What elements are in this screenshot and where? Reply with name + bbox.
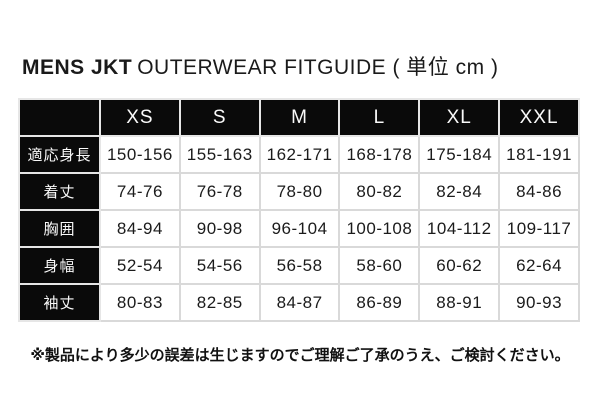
value-cell: 84-94 (99, 209, 181, 248)
value-cell: 162-171 (258, 135, 341, 174)
value-cell: 74-76 (99, 172, 181, 211)
value-cell: 155-163 (178, 135, 261, 174)
value-cell: 96-104 (258, 209, 341, 248)
column-header-s: S (178, 98, 261, 137)
value-cell: 62-64 (498, 246, 580, 285)
value-cell: 181-191 (498, 135, 580, 174)
value-cell: 82-84 (418, 172, 501, 211)
table-row: 身幅 52-54 54-56 56-58 58-60 60-62 62-64 (18, 246, 580, 285)
column-header-m: M (258, 98, 341, 137)
value-cell: 80-82 (338, 172, 421, 211)
value-cell: 78-80 (258, 172, 341, 211)
row-label: 着丈 (18, 172, 101, 211)
title-brand: MENS JKT (22, 56, 133, 79)
table-row: 着丈 74-76 76-78 78-80 80-82 82-84 84-86 (18, 172, 580, 211)
row-label: 適応身長 (18, 135, 101, 174)
row-label: 胸囲 (18, 209, 101, 248)
value-cell: 54-56 (178, 246, 261, 285)
value-cell: 82-85 (178, 283, 261, 322)
column-header-l: L (338, 98, 421, 137)
value-cell: 86-89 (338, 283, 421, 322)
header-row: XS S M L XL XXL (18, 98, 580, 137)
value-cell: 88-91 (418, 283, 501, 322)
value-cell: 175-184 (418, 135, 501, 174)
page-title: MENS JKT OUTERWEAR FITGUIDE ( 単位 cm ) (22, 55, 498, 81)
title-subtitle: OUTERWEAR FITGUIDE ( 単位 cm ) (137, 56, 499, 79)
row-label: 身幅 (18, 246, 101, 285)
value-cell: 168-178 (338, 135, 421, 174)
table-row: 適応身長 150-156 155-163 162-171 168-178 175-184 1… (18, 135, 580, 174)
corner-cell (18, 98, 101, 137)
table-body: 適応身長 150-156 155-163 162-171 168-178 175-184 1… (18, 135, 580, 322)
column-header-xl: XL (418, 98, 501, 137)
value-cell: 104-112 (418, 209, 501, 248)
value-cell: 52-54 (99, 246, 181, 285)
column-header-xxl: XXL (498, 98, 580, 137)
column-header-xs: XS (99, 98, 181, 137)
disclaimer-note: ※製品により多少の誤差は生じますのでご理解ご了承のうえ、ご検討ください。 (30, 347, 570, 364)
table-row: 胸囲 84-94 90-98 96-104 100-108 104-112 109-117 (18, 209, 580, 248)
row-label: 袖丈 (18, 283, 101, 322)
value-cell: 90-98 (178, 209, 261, 248)
value-cell: 80-83 (99, 283, 181, 322)
value-cell: 84-86 (498, 172, 580, 211)
value-cell: 150-156 (99, 135, 181, 174)
value-cell: 56-58 (258, 246, 341, 285)
value-cell: 100-108 (338, 209, 421, 248)
value-cell: 84-87 (258, 283, 341, 322)
value-cell: 109-117 (498, 209, 580, 248)
value-cell: 90-93 (498, 283, 580, 322)
value-cell: 58-60 (338, 246, 421, 285)
table-row: 袖丈 80-83 82-85 84-87 86-89 88-91 90-93 (18, 283, 580, 322)
value-cell: 76-78 (178, 172, 261, 211)
value-cell: 60-62 (418, 246, 501, 285)
size-chart-table: XS S M L XL XXL 適応身長 150-156 155-163 162-171 168-… (18, 98, 580, 322)
